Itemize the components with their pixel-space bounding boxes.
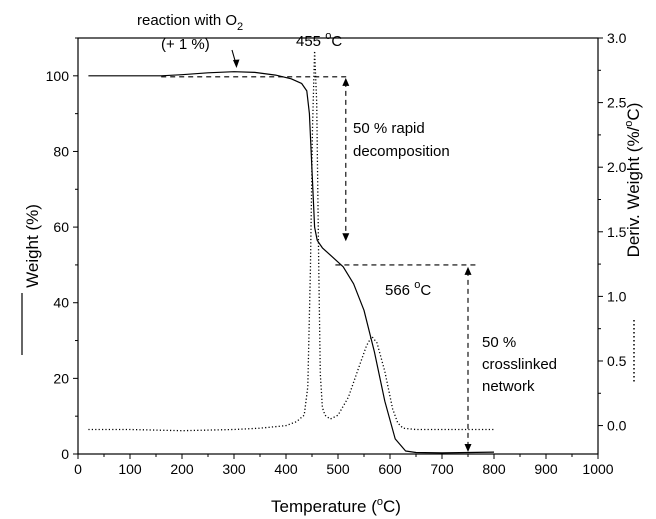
y-tick-label: 60 bbox=[53, 219, 69, 235]
annotation-crosslinked-line3: network bbox=[482, 378, 535, 395]
x-tick-label: 600 bbox=[378, 461, 402, 477]
x-tick-label: 0 bbox=[74, 461, 82, 477]
x-tick-label: 300 bbox=[222, 461, 246, 477]
x-tick-label: 200 bbox=[170, 461, 194, 477]
guide-arrowhead-crosslinked-down bbox=[464, 444, 472, 452]
x-tick-label: 800 bbox=[482, 461, 506, 477]
y2-tick-label: 2.5 bbox=[607, 95, 627, 111]
y-tick-label: 0 bbox=[61, 446, 69, 462]
x-axis-title: Temperature (oC) bbox=[271, 496, 401, 516]
x-axis: 0 100 200 300 400 500 600 700 800 900 1000 bbox=[74, 454, 614, 477]
y2-tick-label: 0.5 bbox=[607, 353, 627, 369]
y-axis-right: 0.0 0.5 1.0 1.5 2.0 2.5 3.0 bbox=[598, 30, 627, 434]
y-tick-label: 40 bbox=[53, 295, 69, 311]
x-tick-label: 900 bbox=[534, 461, 558, 477]
series-line-derivative-weight bbox=[88, 50, 494, 432]
y2-tick-label: 2.0 bbox=[607, 159, 627, 175]
annotation-guides bbox=[161, 76, 479, 452]
annotation-peak-455: 455 oC bbox=[296, 30, 342, 50]
annotation-crosslinked-line1: 50 % bbox=[482, 334, 516, 351]
y-axis-left: 0 20 40 60 80 100 bbox=[46, 37, 78, 462]
x-tick-label: 100 bbox=[118, 461, 142, 477]
annotation-crosslinked-line2: crosslinked bbox=[482, 356, 557, 373]
y2-tick-label: 0.0 bbox=[607, 418, 627, 434]
x-tick-label: 1000 bbox=[582, 461, 613, 477]
y-axis-title: Weight (%) bbox=[23, 204, 42, 288]
annotation-o2-percent: (+ 1 %) bbox=[161, 36, 210, 53]
y2-tick-label: 1.5 bbox=[607, 224, 627, 240]
y-tick-label: 100 bbox=[46, 68, 70, 84]
annotation-rapid-line1: 50 % rapid bbox=[353, 120, 425, 137]
annotation-peak-566: 566 oC bbox=[385, 279, 431, 299]
x-tick-label: 500 bbox=[326, 461, 350, 477]
y2-axis-title: Deriv. Weight (%/oC) bbox=[623, 103, 643, 258]
x-tick-label: 700 bbox=[430, 461, 454, 477]
y-tick-label: 20 bbox=[53, 370, 69, 386]
y-tick-label: 80 bbox=[53, 143, 69, 159]
guide-arrowhead-rapid-down bbox=[342, 233, 350, 242]
y2-tick-label: 3.0 bbox=[607, 30, 627, 46]
x-tick-label: 400 bbox=[274, 461, 298, 477]
annotation-o2-arrowhead bbox=[233, 59, 240, 68]
series-layer bbox=[88, 50, 495, 454]
annotation-rapid-line2: decomposition bbox=[353, 143, 450, 160]
annotation-o2-reaction: reaction with O2 bbox=[137, 12, 243, 33]
y2-tick-label: 1.0 bbox=[607, 288, 627, 304]
guide-arrowhead-crosslinked-up bbox=[464, 266, 472, 275]
guide-arrowhead-rapid-up bbox=[342, 77, 350, 86]
series-line-weight bbox=[88, 71, 495, 454]
